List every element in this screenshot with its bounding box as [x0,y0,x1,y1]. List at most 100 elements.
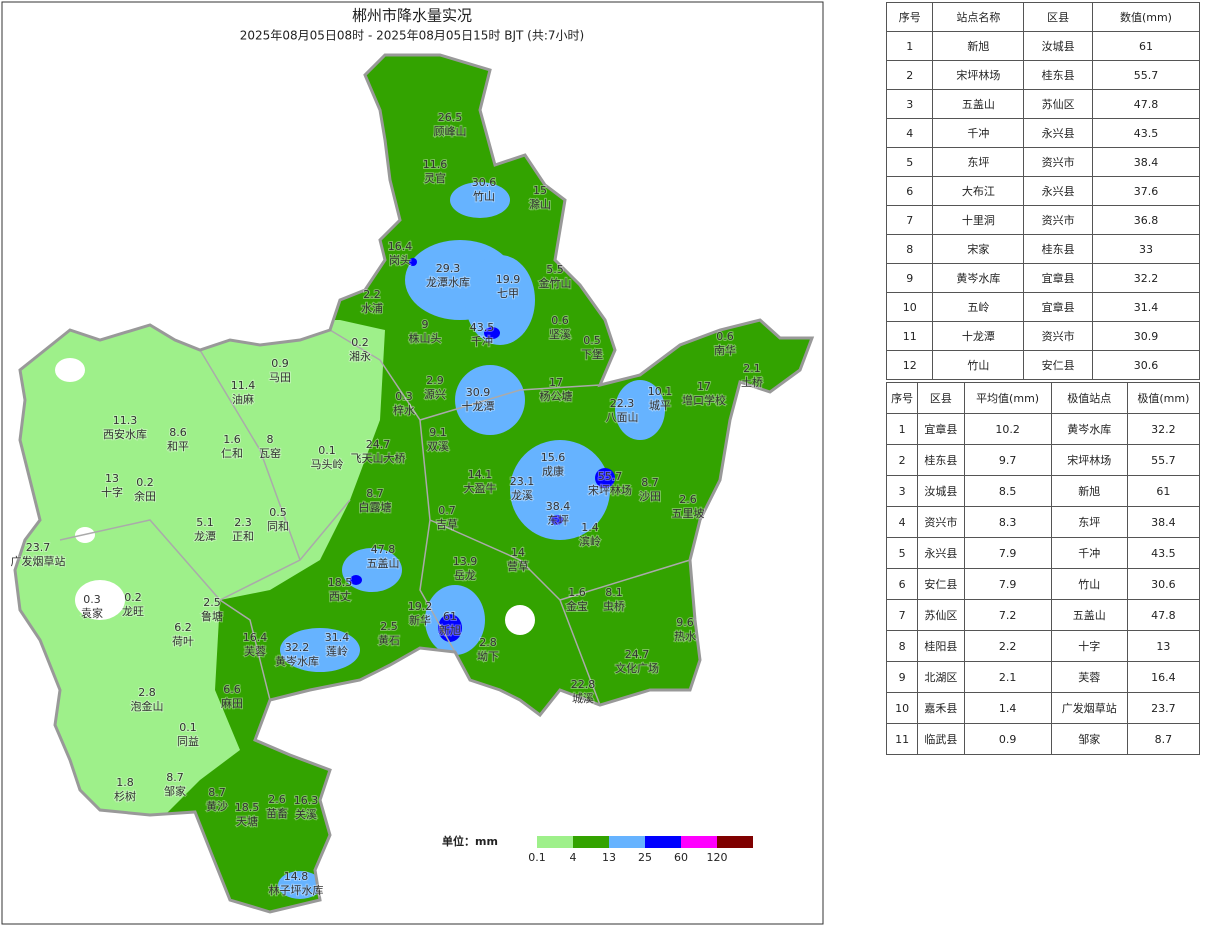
station-value: 0.2 [351,336,369,349]
cell: 43.5 [1126,537,1201,569]
station-name: 马头岭 [311,457,344,471]
cell: 芙蓉 [1050,661,1128,693]
header-cell: 极值站点 [1050,382,1128,414]
station-value: 1.6 [223,433,241,446]
header-cell: 序号 [885,2,934,32]
station-value: 19.2 [408,600,433,613]
cell: 临武县 [917,723,965,755]
station-name: 五盖山 [367,556,400,570]
station-name: 仁和 [221,447,243,460]
station-name: 吉草 [436,518,458,531]
station-name: 黄石 [378,633,400,647]
station-value: 19.9 [496,273,521,286]
cell: 47.8 [1126,599,1201,631]
region-deep-blue [551,515,563,525]
cell: 永兴县 [1023,176,1093,206]
station-name: 同益 [177,734,199,748]
cell: 2 [885,60,934,90]
station-name: 坚溪 [549,328,571,341]
legend-swatch [537,836,573,848]
station-name: 梓水 [393,403,415,417]
cell: 资兴市 [1023,205,1093,235]
region-blue [450,182,510,218]
cell: 32.2 [1091,263,1201,293]
station-name: 株山头 [409,331,442,345]
station-name: 同和 [267,520,289,533]
cell: 千冲 [932,118,1025,148]
cell: 7.9 [963,537,1052,569]
cell: 汝城县 [917,475,965,507]
header-cell: 极值(mm) [1126,382,1201,414]
station-name: 西安水库 [103,427,147,441]
cell: 苏仙区 [1023,89,1093,119]
station-value: 2.6 [268,793,286,806]
station-name: 成康 [542,464,564,478]
cell: 33 [1091,234,1201,264]
station-value: 6.6 [223,683,241,696]
legend-swatch [609,836,645,848]
row: 1 宜章县 10.2 黄岑水库 32.2 [885,413,1201,445]
cell: 6 [885,176,934,206]
cell: 7.2 [963,599,1052,631]
row: 5 永兴县 7.9 千冲 43.5 [885,537,1201,569]
station-value: 15 [533,184,547,197]
region-deep-blue [595,468,615,488]
cell: 竹山 [1050,568,1128,600]
station-name: 营草 [507,559,529,573]
station-value: 16.4 [388,240,413,253]
station-name: 城溪 [572,692,594,705]
row: 2 宋坪林场 桂东县 55.7 [885,60,1201,90]
station-value: 5.1 [196,516,214,529]
station-name: 邹家 [164,784,186,798]
station-value: 0.1 [179,721,197,734]
station-value: 15.6 [541,451,566,464]
station-value: 10.1 [648,385,673,398]
map-title: 郴州市降水量实况 [352,7,472,25]
cell: 黄岑水库 [1050,413,1128,445]
station-name: 黄沙 [206,799,228,813]
station-value: 61 [443,610,457,623]
legend-break: 60 [674,851,688,864]
cell: 桂阳县 [917,630,965,662]
station-name: 杉树 [114,789,136,803]
station-value: 24.7 [366,438,391,451]
cell: 7 [885,599,919,631]
station-value: 8.1 [605,586,623,599]
cell: 36.8 [1091,205,1201,235]
cell: 55.7 [1091,60,1201,90]
station-name: 大盈牛 [464,481,497,495]
legend-break: 25 [638,851,652,864]
station-value: 2.6 [679,493,697,506]
station-name: 麻田 [221,696,243,710]
region-white [55,358,85,382]
station-value: 43.5 [470,321,495,334]
header-cell: 站点名称 [932,2,1025,32]
cell: 1 [885,31,934,61]
station-value: 2.5 [203,596,221,609]
cell: 宜章县 [1023,263,1093,293]
station-name: 袁家 [81,606,103,620]
cell: 资兴市 [917,506,965,538]
station-name: 天塘 [236,814,258,828]
station-name: 马田 [269,371,291,384]
cell: 31.4 [1091,292,1201,322]
station-value: 16.4 [243,631,268,644]
row: 11 临武县 0.9 邹家 8.7 [885,723,1201,755]
map-subtitle: 2025年08月05日08时 - 2025年08月05日15时 BJT (共:7… [240,29,584,43]
cell: 北湖区 [917,661,965,693]
row: 6 大布江 永兴县 37.6 [885,176,1201,206]
cell: 东坪 [932,147,1025,177]
cell: 8.3 [963,506,1052,538]
station-value: 17 [697,380,711,393]
station-value: 11.3 [113,414,138,427]
cell: 61 [1126,475,1201,507]
county-table: 序号 区县 平均值(mm) 极值站点 极值(mm) 1 宜章县 10.2 黄岑水库 32.2 2 桂东… [885,382,1201,755]
station-value: 16.3 [294,794,319,807]
station-name: 林子坪水库 [269,883,324,897]
region-deep-blue [438,614,462,642]
cell: 1 [885,413,919,445]
station-value: 0.7 [438,504,456,517]
station-name: 岳龙 [454,569,476,582]
station-value: 0.3 [83,593,101,606]
station-name: 龙溪 [511,489,533,502]
